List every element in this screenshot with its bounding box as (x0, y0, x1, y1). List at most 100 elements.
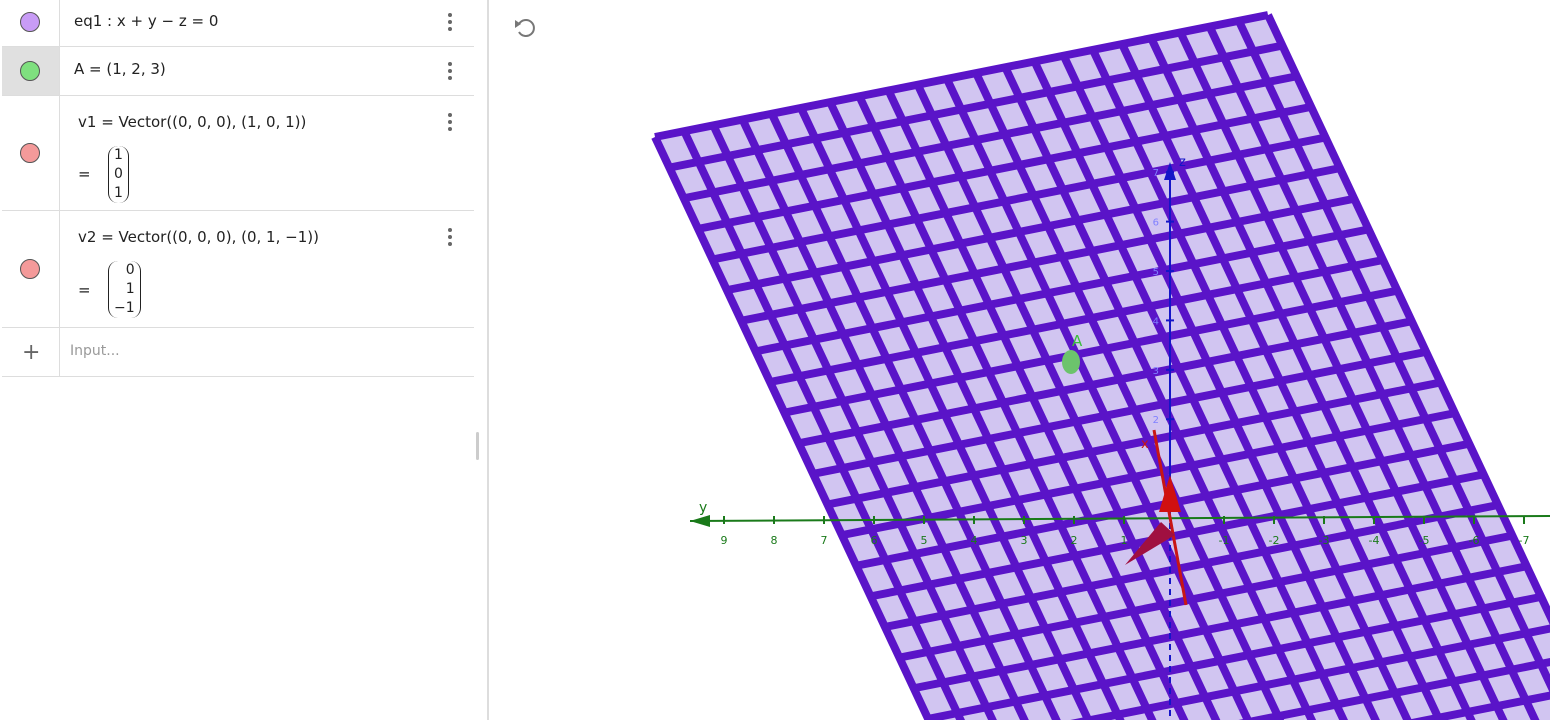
definition[interactable]: v1 = Vector((0, 0, 0), (1, 0, 1)) (78, 113, 307, 131)
plane-grid-line (855, 94, 1157, 720)
visibility-toggle[interactable] (2, 47, 60, 95)
menu-button[interactable] (448, 13, 452, 34)
resize-handle[interactable] (476, 432, 479, 460)
undo-arrow (515, 20, 521, 28)
tick-label: -7 (1519, 534, 1530, 547)
point-label: A (1072, 332, 1083, 350)
plane-grid-line (826, 378, 1442, 509)
vector-entry: 0 (114, 166, 123, 182)
definition[interactable]: v2 = Vector((0, 0, 0), (0, 1, −1)) (78, 228, 319, 246)
plane-grid-line (783, 286, 1399, 417)
point-a (1062, 350, 1080, 374)
plane-grid-line (1070, 624, 1550, 720)
plane-grid-line (769, 256, 1384, 386)
y-axis (689, 515, 1550, 522)
tick-label: 7 (821, 534, 828, 547)
algebra-item[interactable]: eq1 : x + y − z = 0 (2, 0, 474, 47)
y-axis-arrow (690, 515, 710, 527)
plane-grid-line (709, 123, 997, 720)
plane-grid-line (914, 83, 1221, 720)
add-button[interactable]: + (2, 328, 60, 376)
tick-label: -2 (1269, 534, 1280, 547)
graphics-3d-view: A y z x 9 8 7 6 5 4 3 2 1 -1 -2 -3 -4 -5 -6 -7 7 6 5 4 3 2 (515, 11, 1550, 720)
algebra-view: eq1 : x + y − z = 0 A = (1, 2, 3) v1 = V… (0, 0, 489, 720)
undo-button[interactable] (518, 19, 535, 37)
vector-entry: −1 (114, 300, 135, 316)
plane-grid-line (654, 11, 1269, 141)
tick-label: 2 (1153, 415, 1159, 426)
plane-grid-line (680, 129, 965, 720)
plane-grid-line (754, 225, 1370, 356)
vector-v1 (1159, 475, 1181, 512)
plane-grid-line (1089, 48, 1412, 720)
vector-entry: 1 (114, 185, 123, 201)
plane-grid-line (1147, 36, 1476, 720)
plane-grid-line (740, 194, 1356, 325)
color-dot (20, 61, 40, 81)
plane-grid-line (841, 409, 1456, 540)
plane-grid-line (972, 71, 1285, 720)
tick-label: 4 (1153, 316, 1159, 327)
plane-grid-line (768, 112, 1061, 720)
plane-grid-line (1406, 691, 1550, 720)
color-dot (20, 259, 40, 279)
input-row[interactable]: + Input... (2, 328, 474, 377)
plane-grid-line (682, 72, 1298, 203)
plane-grid-line (668, 41, 1284, 172)
visibility-toggle[interactable] (2, 0, 60, 46)
plane-grid-line (697, 102, 1312, 233)
tick-label: 9 (721, 534, 728, 547)
visibility-toggle[interactable] (2, 211, 60, 327)
plane-grid-line (1001, 65, 1317, 720)
plane-grid-line (726, 164, 1341, 295)
plane-grid-line (738, 117, 1029, 720)
plane-grid-line (812, 347, 1427, 478)
menu-button[interactable] (448, 228, 452, 249)
vector-entry: 1 (114, 147, 123, 163)
plane-grid-line (1176, 30, 1508, 720)
plane-grid-line (826, 100, 1125, 720)
plane-grid-line (797, 317, 1413, 448)
plane-grid-line (1205, 24, 1540, 720)
tick-label: -5 (1419, 534, 1430, 547)
plane-grid-line (1030, 59, 1348, 720)
algebra-item[interactable]: A = (1, 2, 3) (2, 47, 474, 96)
menu-button[interactable] (448, 62, 452, 83)
axis-label: y (699, 500, 707, 516)
tick-label: 6 (871, 534, 878, 547)
tick-label: -6 (1469, 534, 1480, 547)
plane-grid-line (1238, 658, 1550, 720)
tick-label: 4 (971, 534, 978, 547)
plane-grid-line (943, 77, 1253, 720)
visibility-toggle[interactable] (2, 96, 60, 210)
input-field[interactable]: Input... (70, 343, 120, 359)
algebra-item[interactable]: v2 = Vector((0, 0, 0), (0, 1, −1)) = 0 1… (2, 211, 474, 328)
tick-label: 3 (1153, 366, 1159, 377)
plane-grid-line (898, 531, 1514, 662)
vector-v2 (1125, 522, 1175, 565)
tick-label: 2 (1071, 534, 1078, 547)
plane-grid-line (927, 592, 1542, 720)
result-prefix: = (78, 281, 91, 299)
vector-entry: 0 (125, 262, 135, 278)
algebra-item[interactable]: v1 = Vector((0, 0, 0), (1, 0, 1)) = 1 0 … (2, 96, 474, 211)
tick-label: 6 (1153, 218, 1159, 229)
x-axis (1152, 429, 1188, 606)
plane-grid-line (1060, 53, 1380, 720)
menu-button[interactable] (448, 113, 452, 134)
definition[interactable]: eq1 : x + y − z = 0 (74, 12, 219, 30)
tick-label: -1 (1219, 534, 1230, 547)
tick-label: 1 (1121, 534, 1128, 547)
result-vector: 1 0 1 (108, 146, 129, 203)
definition[interactable]: A = (1, 2, 3) (74, 60, 166, 78)
plane-grid-line (651, 135, 934, 720)
plane-grid-line (884, 501, 1499, 631)
tick-label: 8 (771, 534, 778, 547)
axis-label: x (1141, 437, 1149, 452)
plane-grid-line (869, 470, 1485, 601)
result-prefix: = (78, 165, 91, 183)
result-vector: 0 1 −1 (108, 261, 141, 318)
z-axis-arrow (1164, 162, 1176, 180)
